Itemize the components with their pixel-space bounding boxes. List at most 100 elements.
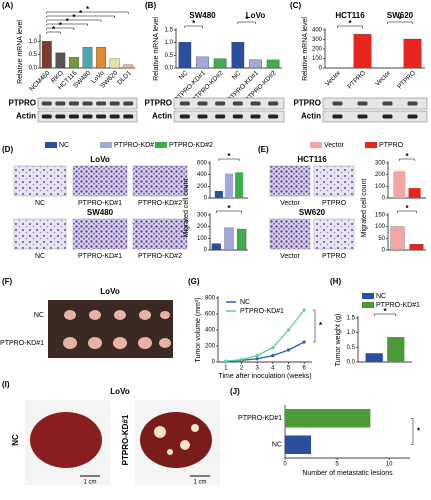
blot-band [82, 101, 93, 106]
blot-panel [322, 97, 428, 110]
legend-swatch [362, 302, 374, 308]
y-tick-label: 0 [382, 248, 386, 254]
micrograph [313, 165, 355, 197]
panel-label: (H) [330, 277, 341, 286]
blot-band [215, 101, 226, 106]
legend-label: NC [376, 293, 386, 300]
x-tick-label: PTPRO [396, 70, 417, 91]
x-tick-label: DLD1 [116, 69, 133, 86]
panel-label: (I) [2, 380, 10, 389]
legend-label: NC [59, 142, 69, 149]
row-label: NC [34, 312, 44, 319]
bar [82, 47, 93, 69]
blot-band [96, 101, 107, 106]
blot-band [197, 101, 208, 106]
significance-label: * [405, 152, 409, 161]
x-tick-label: 5 [287, 366, 291, 372]
x-tick-label: Vector [324, 69, 343, 88]
y-tick-label: 0.5 [29, 52, 38, 58]
point [224, 359, 228, 363]
y-tick-label: 0.5 [165, 53, 174, 59]
blot-label: PTPRO [8, 99, 36, 108]
x-tick-label: 3 [255, 366, 259, 372]
blot-band [82, 114, 93, 119]
y-tick-label: 200 [197, 184, 208, 190]
significance-bracket [337, 25, 363, 28]
panel-label: (B) [145, 1, 156, 10]
y-tick-label: 800 [205, 296, 216, 302]
y-tick-label: 100 [312, 56, 323, 62]
y-tick-label: 200 [205, 344, 216, 350]
bar [211, 243, 221, 251]
bar [214, 191, 223, 198]
y-tick-label: 0.5 [347, 345, 356, 351]
y-tick-label: 1.0 [347, 330, 356, 336]
bar [123, 64, 134, 69]
legend-swatch [362, 293, 374, 299]
x-tick-label: Vector [374, 69, 393, 88]
y-tick-label: NC [272, 442, 282, 449]
image-label: Vector [280, 200, 301, 207]
significance-label: * [192, 19, 196, 28]
blot-band [357, 114, 368, 119]
significance-label: * [348, 19, 352, 28]
bar [196, 56, 209, 69]
panel-label: (J) [230, 387, 240, 396]
x-axis-label: Number of metastatic lesions [302, 470, 393, 477]
x-tick-label: 6 [302, 366, 306, 372]
legend-label: PTPRO-KD#2 [169, 142, 213, 149]
y-tick-label: 150 [375, 213, 386, 219]
bar [224, 227, 234, 251]
y-tick-label: 1.5 [165, 28, 174, 34]
bar [55, 52, 66, 69]
point [286, 328, 291, 332]
significance-bracket [216, 210, 242, 213]
group-title: LoVo [90, 155, 110, 164]
liver [30, 412, 102, 468]
panel-label: (A) [2, 1, 13, 10]
image-label: PTPRO-KD#2 [138, 200, 182, 207]
group-title: SW620 [299, 208, 326, 217]
significance-label: * [227, 204, 231, 213]
blot-panel [173, 97, 285, 110]
scale-label: 1 cm [193, 480, 206, 486]
significance-bracket [184, 25, 203, 28]
bar [96, 47, 106, 69]
bar [41, 41, 52, 69]
blot-band [407, 101, 418, 106]
x-axis-label: Time after inoculation (weeks) [218, 373, 311, 380]
bar [408, 188, 421, 198]
metastases [154, 424, 199, 455]
significance-label: * [52, 25, 56, 34]
y-tick-label: 100 [375, 224, 386, 230]
y-tick-label: 0 [204, 196, 208, 202]
x-tick-label: 0 [283, 462, 287, 468]
point [255, 357, 259, 361]
panel-label: (G) [188, 277, 200, 286]
photo [48, 300, 173, 358]
photo-title: LoVo [110, 387, 130, 396]
y-axis-label: Tumor weight (g) [335, 314, 342, 367]
y-tick-label: 0.0 [165, 66, 174, 72]
blot-panel [322, 110, 428, 123]
significance-bracket [387, 21, 413, 24]
bar [393, 171, 406, 198]
significance-bracket [46, 27, 75, 30]
y-tick-label: 1.5 [347, 316, 356, 322]
micrograph [72, 218, 128, 250]
legend-swatch [310, 142, 322, 148]
image-label: PTPRO-KD#1 [78, 200, 122, 207]
y-tick-label: 1.0 [29, 39, 38, 45]
blot-band [123, 114, 134, 119]
blot-label: PTPRO [144, 99, 172, 108]
blot-band [332, 101, 343, 106]
group-label: HCT116 [335, 11, 365, 20]
y-axis-label: Migrated cell count [183, 179, 190, 238]
photo-title: LoVo [100, 287, 120, 296]
point [286, 348, 291, 352]
group-title: SW480 [87, 208, 114, 217]
significance-label: * [79, 9, 83, 18]
blot-band [215, 114, 226, 119]
significance-bracket [46, 11, 129, 14]
significance-label: * [59, 21, 63, 30]
